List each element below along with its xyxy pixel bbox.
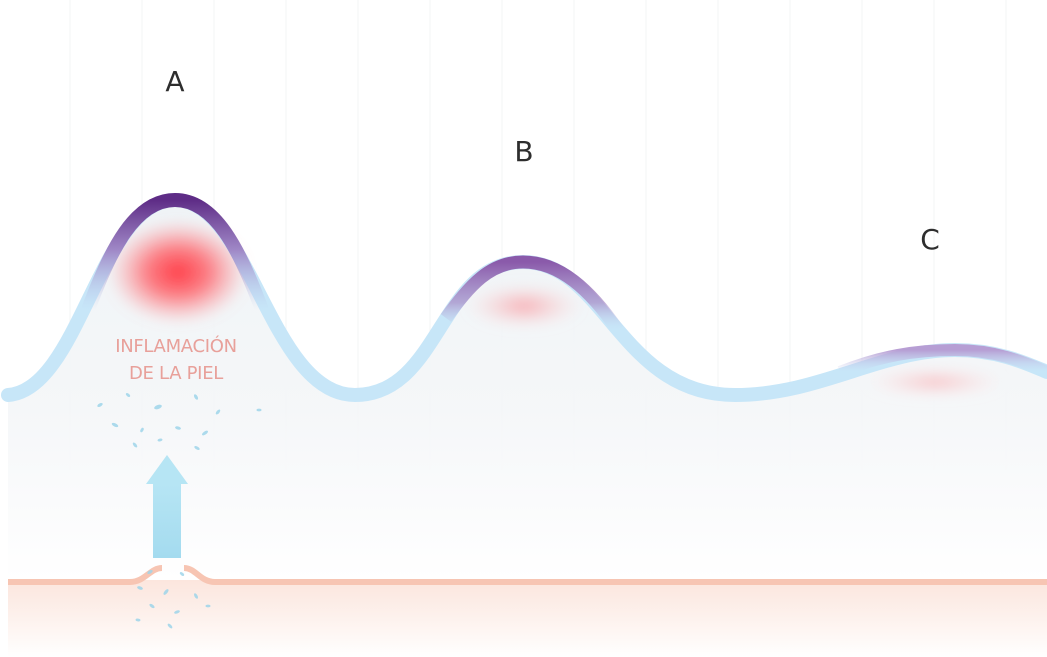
particles xyxy=(97,393,262,629)
peak-label-a: A xyxy=(165,65,185,98)
peak-label-b: B xyxy=(514,135,534,168)
inflammation-glow-b xyxy=(466,284,582,328)
inflammation-glow-a xyxy=(108,220,248,324)
annotation-line-2: DE LA PIEL xyxy=(129,363,223,384)
inflammation-annotation: INFLAMACIÓN DE LA PIEL xyxy=(76,333,276,387)
peak-c-highlight xyxy=(837,343,1047,378)
annotation-line-1: INFLAMACIÓN xyxy=(115,336,237,357)
peak-a-highlight xyxy=(81,192,269,313)
skin-line xyxy=(8,565,1047,585)
peak-label-c: C xyxy=(920,223,940,256)
upward-arrow-icon xyxy=(146,455,188,558)
tissue-fill xyxy=(8,200,1047,580)
peak-b-highlight xyxy=(440,255,624,334)
inflammation-glow-c xyxy=(865,367,1005,397)
skin-layer xyxy=(8,580,1047,657)
